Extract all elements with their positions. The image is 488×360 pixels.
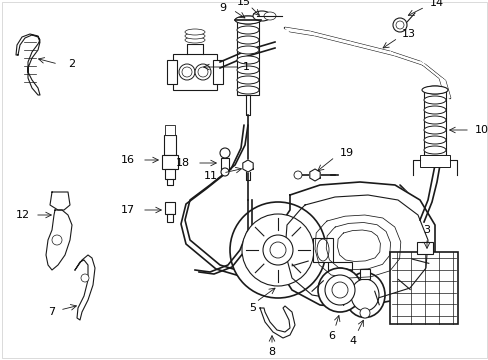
- Polygon shape: [285, 28, 314, 35]
- Text: 10: 10: [474, 125, 488, 135]
- Bar: [213, 60, 223, 84]
- Text: 18: 18: [176, 158, 190, 168]
- Circle shape: [359, 308, 369, 318]
- Ellipse shape: [316, 239, 328, 261]
- Circle shape: [52, 235, 62, 245]
- Ellipse shape: [237, 56, 259, 64]
- Circle shape: [331, 282, 347, 298]
- Bar: [359, 269, 369, 279]
- Text: 2: 2: [68, 59, 75, 69]
- Circle shape: [198, 67, 207, 77]
- Ellipse shape: [237, 76, 259, 84]
- Polygon shape: [260, 306, 294, 338]
- Bar: [173, 54, 217, 90]
- Circle shape: [179, 64, 195, 80]
- Circle shape: [263, 235, 292, 265]
- Bar: [164, 202, 175, 214]
- Ellipse shape: [237, 36, 259, 44]
- Circle shape: [81, 274, 89, 282]
- Text: 19: 19: [339, 148, 353, 158]
- Ellipse shape: [237, 46, 259, 54]
- Bar: [163, 135, 176, 155]
- Bar: [167, 214, 173, 222]
- Text: 4: 4: [349, 336, 356, 346]
- Text: 1: 1: [243, 62, 249, 72]
- Polygon shape: [50, 192, 70, 210]
- Text: 6: 6: [328, 331, 335, 341]
- Text: 11: 11: [203, 171, 218, 181]
- Ellipse shape: [345, 273, 384, 318]
- Circle shape: [293, 171, 302, 179]
- Ellipse shape: [421, 86, 447, 94]
- Circle shape: [242, 214, 313, 286]
- Ellipse shape: [237, 16, 259, 24]
- Circle shape: [317, 268, 361, 312]
- Text: 12: 12: [16, 210, 30, 220]
- Bar: [416, 242, 432, 254]
- Text: 15: 15: [237, 0, 250, 7]
- Polygon shape: [278, 182, 434, 308]
- Ellipse shape: [423, 126, 445, 134]
- Bar: [167, 60, 177, 84]
- Text: 13: 13: [401, 29, 415, 39]
- Polygon shape: [349, 42, 394, 55]
- Circle shape: [220, 148, 229, 158]
- Text: 14: 14: [429, 0, 443, 8]
- Ellipse shape: [423, 86, 445, 94]
- Bar: [164, 169, 175, 179]
- Polygon shape: [309, 32, 354, 45]
- Circle shape: [392, 18, 406, 32]
- Polygon shape: [309, 169, 320, 181]
- Bar: [423, 90, 445, 155]
- Polygon shape: [389, 52, 424, 65]
- Circle shape: [182, 67, 192, 77]
- Bar: [327, 262, 351, 270]
- Circle shape: [325, 275, 354, 305]
- Ellipse shape: [235, 16, 261, 24]
- Bar: [164, 125, 175, 135]
- Polygon shape: [419, 62, 444, 81]
- Text: 3: 3: [423, 225, 429, 235]
- Circle shape: [395, 21, 403, 29]
- Circle shape: [221, 168, 228, 176]
- Ellipse shape: [237, 86, 259, 94]
- Bar: [312, 238, 332, 262]
- Bar: [389, 252, 457, 324]
- Ellipse shape: [423, 116, 445, 124]
- Polygon shape: [439, 78, 449, 98]
- Ellipse shape: [237, 66, 259, 74]
- Polygon shape: [46, 210, 72, 270]
- Polygon shape: [75, 255, 95, 320]
- Bar: [162, 155, 178, 169]
- Bar: [237, 20, 259, 95]
- Ellipse shape: [423, 106, 445, 114]
- Circle shape: [229, 202, 325, 298]
- Ellipse shape: [264, 12, 275, 20]
- Polygon shape: [243, 160, 253, 172]
- Text: 17: 17: [121, 205, 135, 215]
- Bar: [221, 158, 228, 170]
- Bar: [419, 155, 449, 167]
- Text: 9: 9: [219, 3, 225, 13]
- Text: 5: 5: [249, 303, 256, 313]
- Ellipse shape: [252, 11, 270, 21]
- Text: 7: 7: [48, 307, 55, 317]
- Polygon shape: [16, 34, 40, 95]
- Ellipse shape: [237, 26, 259, 34]
- Ellipse shape: [350, 279, 378, 311]
- Ellipse shape: [184, 37, 204, 43]
- Text: 8: 8: [268, 347, 275, 357]
- Ellipse shape: [423, 136, 445, 144]
- Ellipse shape: [423, 146, 445, 154]
- Ellipse shape: [423, 96, 445, 104]
- Ellipse shape: [184, 33, 204, 39]
- Circle shape: [195, 64, 210, 80]
- Ellipse shape: [184, 29, 204, 35]
- Circle shape: [269, 242, 285, 258]
- Text: 16: 16: [121, 155, 135, 165]
